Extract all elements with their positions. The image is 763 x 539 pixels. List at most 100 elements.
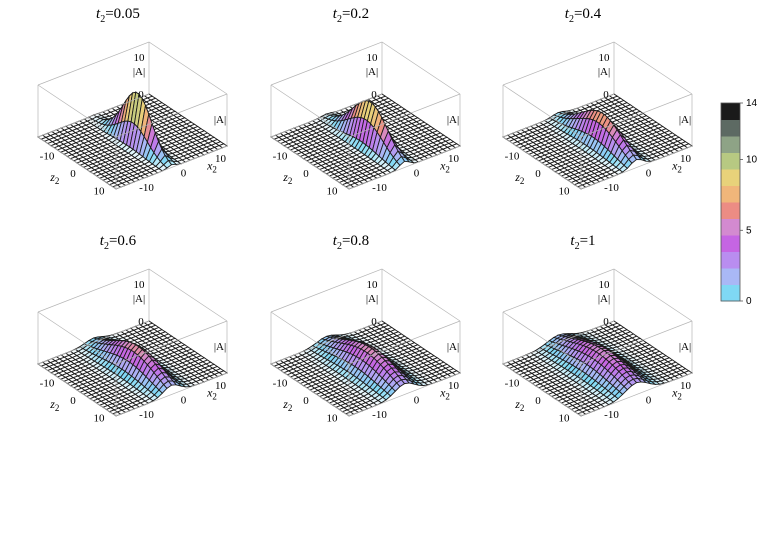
x-axis-sub: 2 xyxy=(677,164,682,174)
box-edge xyxy=(502,268,693,322)
colorbar-frame xyxy=(720,102,741,302)
panel-title: t2=1 xyxy=(570,233,595,252)
x-axis-label: x2 xyxy=(671,158,682,174)
title-var: t xyxy=(333,233,338,249)
colorbar-band xyxy=(721,136,740,153)
z-tick-label: 10 xyxy=(559,185,571,197)
x-tick-label: 10 xyxy=(448,380,460,392)
value-axis-label: |A| xyxy=(598,293,610,305)
value-axis-label: |A| xyxy=(598,66,610,78)
tick-label: 10 xyxy=(367,52,379,64)
title-value: =0.6 xyxy=(109,233,137,249)
x-tick-label: -10 xyxy=(372,182,387,194)
x-axis-sub: 2 xyxy=(445,164,450,174)
z-tick-label: -10 xyxy=(40,378,55,390)
z-tick-label: 0 xyxy=(70,395,76,407)
title-value: =0.2 xyxy=(342,6,369,22)
x-axis-label: x2 xyxy=(439,385,450,401)
title-sub: 2 xyxy=(569,14,574,25)
value-axis-label: |A| xyxy=(133,293,145,305)
x-tick-label: 0 xyxy=(646,395,652,407)
x-axis-label: x2 xyxy=(439,158,450,174)
box-edge xyxy=(502,320,693,417)
tick-label: 0 xyxy=(603,89,609,101)
z-tick-label: -10 xyxy=(273,151,288,163)
colorbar-tick-label: 0 xyxy=(746,296,752,307)
panel-title: t2=0.4 xyxy=(565,6,602,25)
x-tick-label: -10 xyxy=(372,409,387,421)
value-axis-label: |A| xyxy=(366,293,378,305)
colorbar-band xyxy=(721,235,740,252)
value-axis-label-right: |A| xyxy=(447,114,459,126)
z-tick-label: -10 xyxy=(505,378,520,390)
box-edge xyxy=(37,320,228,417)
x-axis-label: x2 xyxy=(206,385,217,401)
z-axis-label: z2 xyxy=(282,397,292,413)
z-tick-label: -10 xyxy=(40,151,55,163)
x-tick-label: -10 xyxy=(604,182,619,194)
title-value: =0.05 xyxy=(105,6,140,22)
box-edge xyxy=(37,41,228,95)
tick-label: 0 xyxy=(138,316,144,328)
z-tick-label: 0 xyxy=(303,395,309,407)
title-var: t xyxy=(96,6,101,22)
x-tick-label: 0 xyxy=(414,395,420,407)
x-axis-label: x2 xyxy=(206,158,217,174)
x-tick-label: -10 xyxy=(139,182,154,194)
panel-title: t2=0.6 xyxy=(100,233,137,252)
z-axis-label: z2 xyxy=(49,397,59,413)
x-tick-label: 0 xyxy=(181,395,187,407)
colorbar-tick-label: 14 xyxy=(746,98,758,109)
z-axis-label: z2 xyxy=(282,170,292,186)
x-tick-label: 10 xyxy=(448,153,460,165)
z-tick-label: -10 xyxy=(273,378,288,390)
z-tick-label: 0 xyxy=(70,168,76,180)
title-sub: 2 xyxy=(337,241,342,252)
title-value: =0.8 xyxy=(342,233,369,249)
colorbar-band xyxy=(721,268,740,285)
tick-label: 10 xyxy=(134,52,146,64)
box-edge xyxy=(37,268,228,322)
tick-label: 0 xyxy=(138,89,144,101)
colorbar: 0 5 10 14 xyxy=(720,98,758,307)
z-axis-sub: 2 xyxy=(288,176,293,186)
panel-title: t2=0.8 xyxy=(333,233,369,252)
z-axis-sub: 2 xyxy=(55,403,60,413)
x-tick-label: 10 xyxy=(215,153,227,165)
value-axis-label: |A| xyxy=(366,66,378,78)
title-var: t xyxy=(333,6,338,22)
panel-title: t2=0.05 xyxy=(96,6,140,25)
title-value: =1 xyxy=(580,233,596,249)
z-tick-label: 10 xyxy=(94,412,106,424)
title-var: t xyxy=(565,6,570,22)
box-edge xyxy=(502,41,693,95)
colorbar-tick-label: 10 xyxy=(746,155,758,166)
title-sub: 2 xyxy=(100,14,105,25)
x-tick-label: 10 xyxy=(215,380,227,392)
colorbar-band xyxy=(721,169,740,186)
colorbar-band xyxy=(721,119,740,137)
box-edge xyxy=(270,320,461,417)
box-edge xyxy=(270,93,461,190)
value-axis-label: |A| xyxy=(133,66,145,78)
value-axis-label-right: |A| xyxy=(214,114,226,126)
x-tick-label: -10 xyxy=(604,409,619,421)
z-axis-label: z2 xyxy=(49,170,59,186)
colorbar-band xyxy=(721,202,740,219)
z-tick-label: 10 xyxy=(559,412,571,424)
box-edge xyxy=(270,41,461,95)
value-axis-label-right: |A| xyxy=(447,341,459,353)
z-tick-label: 10 xyxy=(94,185,106,197)
colorbar-band xyxy=(721,218,740,236)
panel-title: t2=0.2 xyxy=(333,6,369,25)
title-sub: 2 xyxy=(104,241,109,252)
x-axis-sub: 2 xyxy=(212,164,217,174)
z-tick-label: 0 xyxy=(535,168,541,180)
z-tick-label: 10 xyxy=(327,412,339,424)
